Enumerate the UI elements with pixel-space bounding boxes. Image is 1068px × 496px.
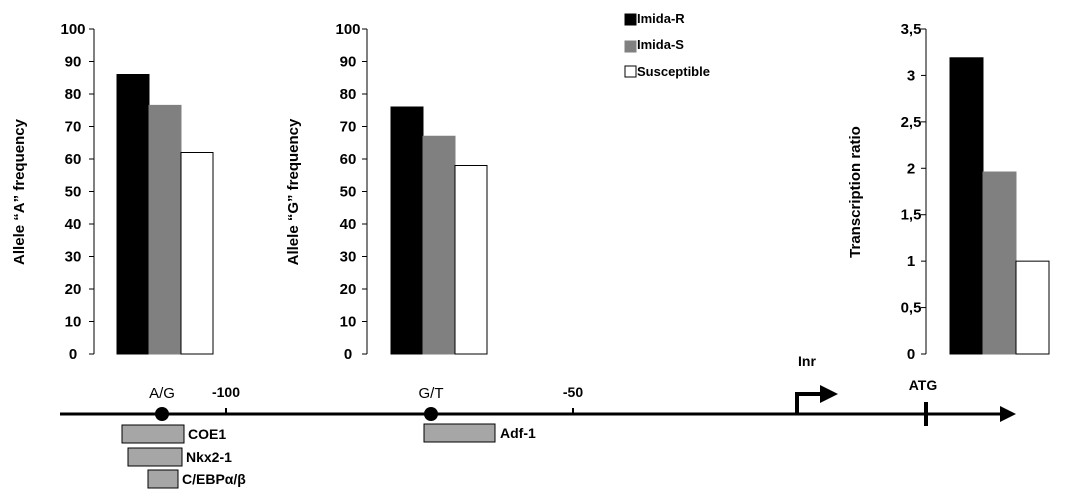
bar-imida-s bbox=[982, 171, 1017, 355]
legend-swatch-imida-r bbox=[624, 13, 637, 26]
y-axis-title: Allele “G” frequency bbox=[285, 118, 302, 265]
y-tick-label: 20 bbox=[65, 281, 82, 298]
position-label-minus-50: -50 bbox=[563, 384, 583, 400]
chart-transcription-ratio: 0 0,5 1 1,5 2 2,5 3 3,5 Transcription ratio bbox=[847, 21, 1050, 363]
y-tick-label: 3 bbox=[907, 67, 915, 84]
bar-imida-s bbox=[422, 135, 456, 355]
legend-swatch-imida-s bbox=[624, 40, 637, 53]
y-tick-label: 40 bbox=[65, 216, 82, 233]
y-tick-label: 50 bbox=[65, 184, 82, 201]
y-tick-label: 0 bbox=[907, 346, 915, 363]
binding-site-nkx2-1-label: Nkx2-1 bbox=[186, 449, 232, 465]
binding-site-cebp-label: C/EBPα/β bbox=[182, 471, 246, 487]
y-tick-label: 60 bbox=[340, 151, 357, 168]
y-tick-label: 90 bbox=[65, 54, 82, 71]
legend: Imida-R Imida-S Susceptible bbox=[624, 11, 710, 79]
y-tick-label: 100 bbox=[335, 21, 360, 38]
y-tick-label: 70 bbox=[65, 119, 82, 136]
bar-imida-s bbox=[148, 104, 182, 355]
legend-swatch-susceptible bbox=[624, 65, 637, 78]
chart-allele-g-frequency: 0 10 20 30 40 50 60 70 80 90 100 Allele “G” frequen… bbox=[285, 21, 488, 363]
inr-arrow-icon bbox=[795, 385, 838, 414]
y-tick-label: 30 bbox=[65, 249, 82, 266]
binding-site-coe1-label: COE1 bbox=[188, 426, 226, 442]
legend-label-imida-r: Imida-R bbox=[637, 11, 685, 26]
y-tick-label: 100 bbox=[60, 21, 85, 38]
y-tick-label: 10 bbox=[65, 314, 82, 331]
y-tick-label: 1,5 bbox=[901, 207, 922, 224]
inr-label: Inr bbox=[798, 353, 816, 369]
y-tick-label: 70 bbox=[340, 119, 357, 136]
legend-item-imida-r: Imida-R bbox=[624, 11, 685, 26]
legend-item-imida-s: Imida-S bbox=[624, 37, 684, 53]
snp-site-g-t-label: G/T bbox=[419, 385, 444, 402]
legend-item-susceptible: Susceptible bbox=[624, 64, 710, 79]
legend-label-imida-s: Imida-S bbox=[637, 37, 684, 52]
y-tick-label: 30 bbox=[340, 249, 357, 266]
y-tick-label: 90 bbox=[340, 54, 357, 71]
y-tick-label: 2,5 bbox=[901, 114, 922, 131]
bar-imida-r bbox=[949, 57, 984, 355]
bar-susceptible bbox=[1015, 260, 1050, 355]
binding-site-nkx2-1-box bbox=[127, 447, 183, 467]
y-tick-label: 80 bbox=[65, 86, 82, 103]
y-tick-label: 0 bbox=[344, 346, 352, 363]
y-tick-label: 50 bbox=[340, 184, 357, 201]
promoter-diagram: -100 -50 A/G G/T Inr ATG COE1 Nkx2-1 C/E… bbox=[60, 353, 1016, 489]
binding-site-adf1-label: Adf-1 bbox=[500, 425, 536, 441]
binding-site-coe1-box bbox=[121, 424, 185, 444]
legend-label-susceptible: Susceptible bbox=[637, 64, 710, 79]
y-tick-label: 0,5 bbox=[901, 300, 922, 317]
bar-imida-r bbox=[390, 106, 424, 355]
snp-site-a-g-label: A/G bbox=[149, 385, 175, 402]
y-tick-label: 0 bbox=[69, 346, 77, 363]
y-tick-label: 60 bbox=[65, 151, 82, 168]
y-tick-label: 2 bbox=[907, 160, 915, 177]
binding-site-adf1-box bbox=[423, 423, 496, 443]
y-tick-label: 3,5 bbox=[901, 21, 922, 38]
snp-site-a-g-marker bbox=[155, 407, 169, 421]
bar-susceptible bbox=[454, 165, 488, 355]
binding-site-cebp-box bbox=[147, 469, 179, 489]
y-tick-label: 80 bbox=[340, 86, 357, 103]
promoter-axis-arrowhead bbox=[1000, 406, 1016, 422]
y-axis-title: Allele “A” frequency bbox=[11, 118, 28, 265]
position-label-minus-100: -100 bbox=[212, 384, 240, 400]
bar-susceptible bbox=[180, 152, 214, 355]
y-tick-label: 20 bbox=[340, 281, 357, 298]
y-tick-label: 1 bbox=[907, 253, 915, 270]
chart-allele-a-frequency: 0 10 20 30 40 50 60 70 80 90 100 Allele “A” frequen… bbox=[11, 21, 214, 363]
atg-label: ATG bbox=[909, 377, 938, 393]
bar-imida-r bbox=[116, 74, 150, 355]
y-tick-label: 40 bbox=[340, 216, 357, 233]
snp-site-g-t-marker bbox=[424, 407, 438, 421]
y-tick-label: 10 bbox=[340, 314, 357, 331]
y-axis-title: Transcription ratio bbox=[847, 126, 864, 258]
